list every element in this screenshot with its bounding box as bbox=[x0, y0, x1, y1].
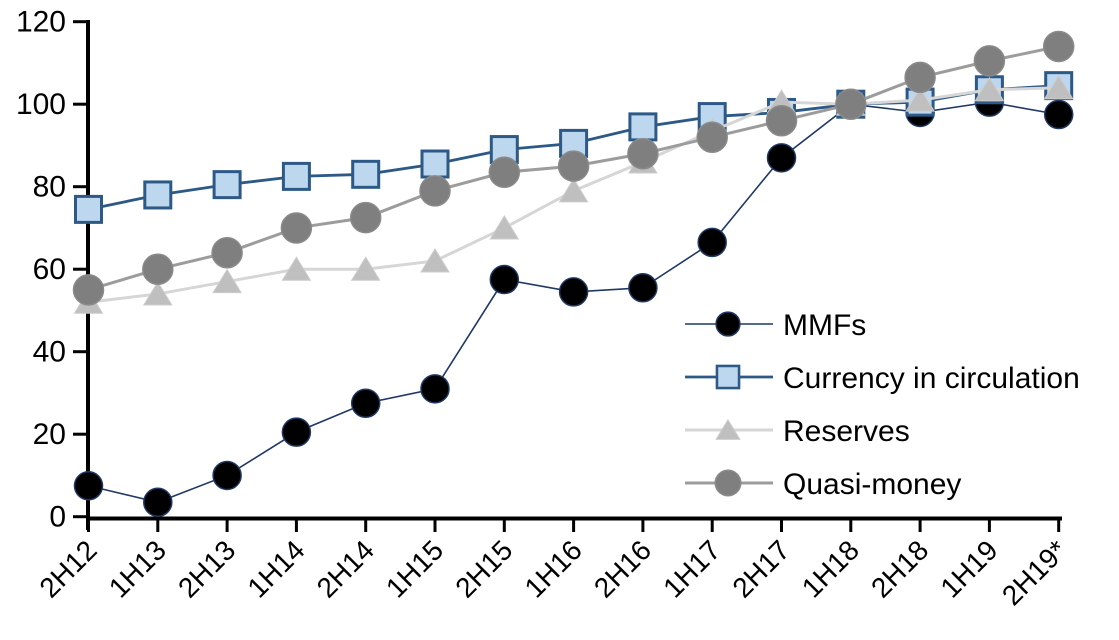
x-axis-tick-label: 2H16 bbox=[588, 534, 657, 603]
series-mmfs-marker bbox=[489, 264, 520, 295]
x-axis-tick-label: 1H14 bbox=[241, 534, 310, 603]
series-currency-in-circulation-marker bbox=[628, 112, 658, 142]
series-quasi-money-marker bbox=[627, 137, 659, 170]
series-quasi-money-marker bbox=[419, 175, 451, 207]
series-mmfs-marker bbox=[1043, 99, 1074, 130]
series-quasi-money-marker bbox=[904, 61, 936, 94]
series-mmfs-marker bbox=[73, 471, 104, 501]
legend-item-reserves-marker bbox=[715, 418, 741, 440]
series-reserves-marker bbox=[489, 214, 520, 240]
series-quasi-money-marker bbox=[142, 253, 174, 285]
series-mmfs-marker bbox=[697, 227, 727, 258]
x-axis-tick-label: 1H13 bbox=[103, 534, 172, 603]
x-axis-tick-label: 2H17 bbox=[726, 534, 795, 603]
series-reserves-marker bbox=[350, 256, 381, 281]
legend-item-mmfs-marker bbox=[715, 311, 741, 337]
series-quasi-money-marker bbox=[1042, 30, 1075, 63]
legend-item-currency-in-circulation-label: Currency in circulation bbox=[783, 362, 1080, 395]
series-mmfs-marker bbox=[212, 460, 242, 491]
x-axis-tick-label: 2H15 bbox=[449, 534, 518, 603]
series-reserves-marker bbox=[1043, 74, 1074, 100]
series-currency-in-circulation-marker bbox=[74, 194, 103, 224]
legend-item-reserves-label: Reserves bbox=[783, 415, 910, 448]
series-quasi-money-marker bbox=[835, 88, 867, 120]
y-axis-tick-label: 20 bbox=[33, 418, 66, 451]
y-axis-tick-label: 0 bbox=[49, 501, 66, 534]
x-axis-tick-label: 2H12 bbox=[33, 534, 102, 603]
x-axis-tick-label: 1H18 bbox=[796, 534, 865, 603]
legend-item-quasi-money-marker bbox=[714, 469, 742, 497]
y-axis-tick-label: 80 bbox=[33, 171, 66, 204]
y-axis-tick-label: 40 bbox=[33, 336, 66, 369]
series-currency-in-circulation-marker bbox=[281, 161, 311, 191]
series-quasi-money-marker bbox=[280, 212, 313, 244]
series-reserves-marker bbox=[905, 87, 935, 112]
series-quasi-money-marker bbox=[211, 236, 243, 269]
x-axis-tick-label: 1H15 bbox=[380, 534, 449, 603]
series-mmfs-marker bbox=[143, 487, 173, 518]
y-axis-tick-label: 60 bbox=[33, 253, 66, 286]
series-quasi-money-marker bbox=[765, 104, 798, 137]
series-mmfs-marker bbox=[350, 388, 381, 419]
series-mmfs-marker bbox=[766, 143, 797, 173]
series-reserves-marker bbox=[212, 268, 242, 294]
series-reserves-marker bbox=[558, 177, 589, 203]
series-quasi-money-marker bbox=[557, 150, 590, 182]
legend-item-mmfs-label: MMFs bbox=[783, 309, 866, 342]
x-axis-tick-label: 2H18 bbox=[865, 534, 934, 603]
series-quasi-money-marker bbox=[349, 201, 382, 234]
x-axis-tick-label: 2H14 bbox=[311, 534, 380, 603]
series-reserves-marker bbox=[142, 280, 173, 306]
y-axis-tick-label: 100 bbox=[16, 88, 66, 121]
series-reserves-marker bbox=[420, 247, 450, 273]
series-quasi-money-marker bbox=[973, 45, 1006, 77]
x-axis-tick-label: 1H17 bbox=[657, 534, 726, 603]
y-axis-tick-label: 120 bbox=[16, 6, 66, 39]
series-currency-in-circulation-marker bbox=[143, 180, 173, 210]
legend-item-quasi-money-label: Quasi-money bbox=[783, 468, 961, 501]
legend-item-currency-in-circulation-marker bbox=[715, 364, 741, 390]
series-currency-in-circulation-marker bbox=[351, 159, 381, 189]
series-currency-in-circulation-marker bbox=[212, 170, 242, 200]
x-axis-tick-label: 2H13 bbox=[172, 534, 241, 603]
series-mmfs-marker bbox=[628, 273, 658, 303]
x-axis-tick-label: 2H19* bbox=[996, 534, 1073, 611]
series-quasi-money-marker bbox=[488, 156, 521, 189]
series-mmfs-marker bbox=[558, 277, 589, 307]
series-reserves-marker bbox=[974, 76, 1005, 102]
series-currency-in-circulation-marker bbox=[420, 149, 450, 179]
series-mmfs-marker bbox=[281, 417, 312, 447]
x-axis-tick-label: 1H19 bbox=[934, 534, 1003, 603]
x-axis-tick-label: 1H16 bbox=[519, 534, 588, 603]
series-reserves-marker bbox=[281, 256, 312, 281]
series-quasi-money-marker bbox=[696, 121, 728, 153]
series-quasi-money-marker bbox=[72, 274, 105, 306]
series-mmfs-marker bbox=[420, 374, 450, 404]
